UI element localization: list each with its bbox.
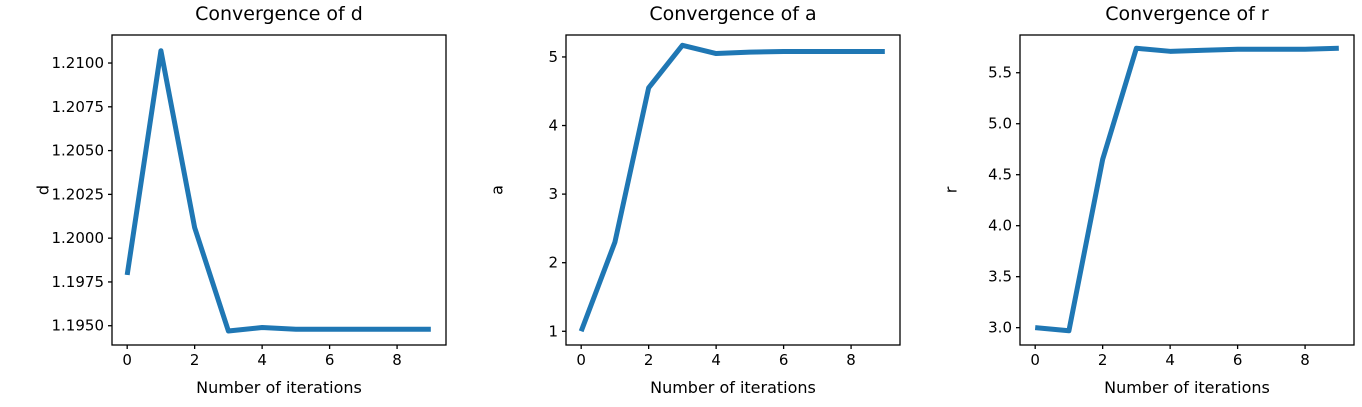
y-tick-label: 1.2000 xyxy=(52,229,105,247)
plot-area-a: 0 2 4 6 8 1 2 3 4 5 xyxy=(548,34,901,369)
y-tick-label: 5 xyxy=(548,48,558,66)
y-axis-label-r: r xyxy=(941,186,961,194)
y-tick-label: 1.2025 xyxy=(52,185,105,203)
y-tick-label: 1.2100 xyxy=(52,54,105,72)
x-tick-label: 2 xyxy=(644,351,654,369)
x-tick-label: 4 xyxy=(1165,351,1175,369)
y-tick-label: 1.1975 xyxy=(52,273,105,291)
series-line xyxy=(1034,45,1339,334)
x-tick-label: 0 xyxy=(576,351,586,369)
y-axis-label-a: a xyxy=(487,185,507,195)
chart-convergence-r: Convergence of r 0 2 4 6 8 3.0 3.5 4.0 4.5 5.0 5.5… xyxy=(908,0,1362,407)
x-tick-label: 6 xyxy=(325,351,335,369)
y-tick-label: 1.2075 xyxy=(52,98,105,116)
y-tick-label: 2 xyxy=(548,254,558,272)
chart-convergence-d: Convergence of d 0 2 4 6 8 1.1950 1.1975 1.2000… xyxy=(0,0,454,407)
x-tick-label: 4 xyxy=(711,351,721,369)
y-tick-label: 1.1950 xyxy=(52,317,105,335)
x-tick-label: 6 xyxy=(779,351,789,369)
x-tick-label: 2 xyxy=(190,351,200,369)
y-tick-label: 5.5 xyxy=(988,64,1012,82)
y-tick-label: 5.0 xyxy=(988,115,1012,133)
y-tick-label: 1 xyxy=(548,322,558,340)
y-tick-label: 3.0 xyxy=(988,319,1012,337)
y-axis-label-d: d xyxy=(33,184,53,196)
y-tick-label: 4.0 xyxy=(988,217,1012,235)
y-tick-label: 4 xyxy=(548,117,558,135)
y-tick-label: 1.2050 xyxy=(52,142,105,160)
x-axis-label-a: Number of iterations xyxy=(650,378,816,397)
series-line xyxy=(124,48,431,334)
series-line xyxy=(578,42,885,333)
x-tick-label: 0 xyxy=(1030,351,1040,369)
chart-title-r: Convergence of r xyxy=(1105,3,1269,25)
x-tick-label: 8 xyxy=(392,351,402,369)
x-tick-label: 2 xyxy=(1098,351,1108,369)
x-tick-label: 8 xyxy=(1300,351,1310,369)
x-tick-label: 4 xyxy=(257,351,267,369)
x-tick-label: 0 xyxy=(122,351,132,369)
chart-convergence-a: Convergence of a 0 2 4 6 8 1 2 3 4 5 Number of it… xyxy=(454,0,908,407)
plot-area-d: 0 2 4 6 8 1.1950 1.1975 1.2000 1.2025 1.2050 1.207… xyxy=(52,34,447,369)
x-tick-label: 6 xyxy=(1233,351,1243,369)
y-tick-label: 3.5 xyxy=(988,268,1012,286)
plot-area-r: 0 2 4 6 8 3.0 3.5 4.0 4.5 5.0 5.5 xyxy=(988,34,1355,369)
axes-border xyxy=(111,34,447,346)
y-tick-label: 3 xyxy=(548,185,558,203)
x-axis-label-d: Number of iterations xyxy=(196,378,362,397)
chart-title-a: Convergence of a xyxy=(649,3,817,25)
x-tick-label: 8 xyxy=(846,351,856,369)
chart-title-d: Convergence of d xyxy=(195,3,363,25)
axes-border xyxy=(565,34,901,346)
x-axis-label-r: Number of iterations xyxy=(1104,378,1270,397)
axes-border xyxy=(1019,34,1355,346)
y-tick-label: 4.5 xyxy=(988,166,1012,184)
